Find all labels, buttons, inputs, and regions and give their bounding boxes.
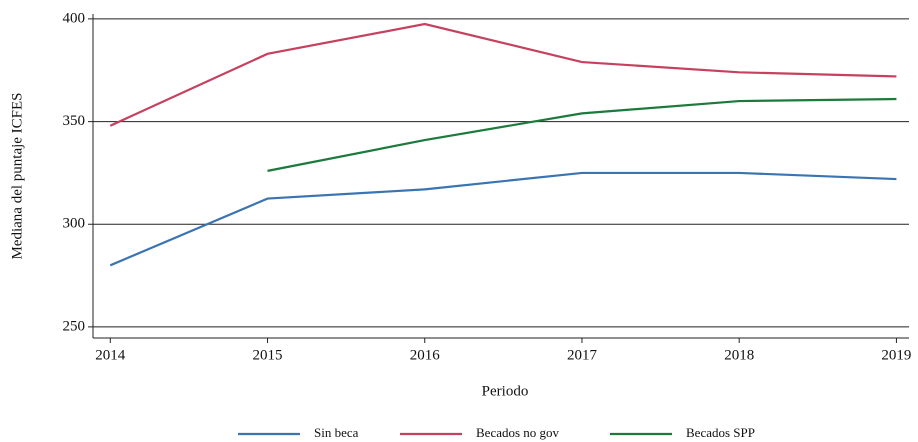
y-tick-label: 250 (63, 318, 86, 334)
legend-label: Becados SPP (686, 425, 755, 440)
series-line (109, 171, 897, 267)
y-tick-label: 400 (63, 10, 86, 26)
x-tick-label: 2017 (567, 347, 598, 363)
y-tick-label: 300 (63, 216, 86, 232)
legend-label: Sin beca (314, 425, 359, 440)
x-tick-label: 2016 (410, 347, 441, 363)
y-tick-label: 350 (63, 113, 86, 129)
x-tick-label: 2018 (724, 347, 754, 363)
series-line (267, 97, 897, 172)
x-tick-label: 2019 (881, 347, 911, 363)
y-axis-label: Mediana del puntaje ICFES (9, 92, 25, 259)
legend-label: Becados no gov (476, 425, 560, 440)
x-tick-label: 2015 (253, 347, 283, 363)
x-tick-label: 2014 (95, 347, 126, 363)
series-line (109, 22, 897, 127)
x-axis-label: Periodo (482, 383, 529, 399)
